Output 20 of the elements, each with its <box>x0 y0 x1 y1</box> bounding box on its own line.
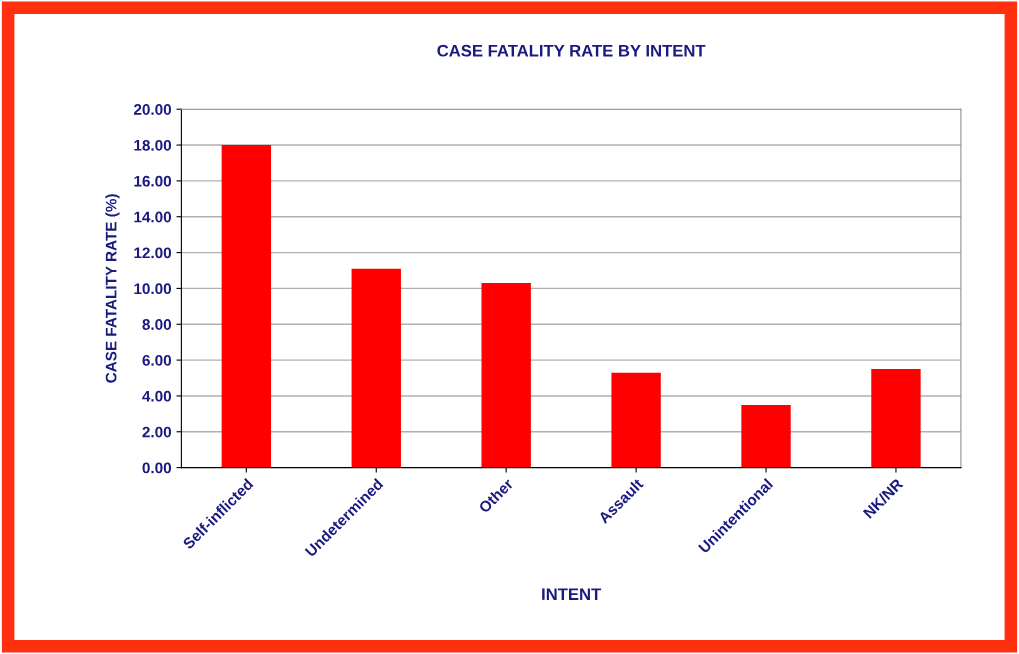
bar <box>481 283 531 468</box>
y-tick-label: 4.00 <box>142 390 172 402</box>
y-tick-label: 2.00 <box>142 426 172 438</box>
chart-title: CASE FATALITY RATE BY INTENT <box>437 44 706 57</box>
y-tick-label: 14.00 <box>134 211 172 223</box>
bar <box>611 372 661 468</box>
bar <box>741 404 791 468</box>
y-tick-label: 0.00 <box>142 462 172 474</box>
y-tick-label: 6.00 <box>142 354 172 366</box>
y-tick-label: 10.00 <box>134 283 172 295</box>
y-axis-title: CASE FATALITY RATE (%) <box>105 194 120 383</box>
y-tick-label: 20.00 <box>133 104 172 115</box>
x-axis-title: INTENT <box>542 588 602 600</box>
bar <box>871 369 921 468</box>
bar <box>351 268 401 468</box>
y-tick-label: 16.00 <box>134 175 172 187</box>
y-tick-label: 8.00 <box>142 319 172 330</box>
y-tick-label: 18.00 <box>134 139 172 151</box>
bar <box>221 145 272 468</box>
y-tick-label: 12.00 <box>134 247 172 259</box>
